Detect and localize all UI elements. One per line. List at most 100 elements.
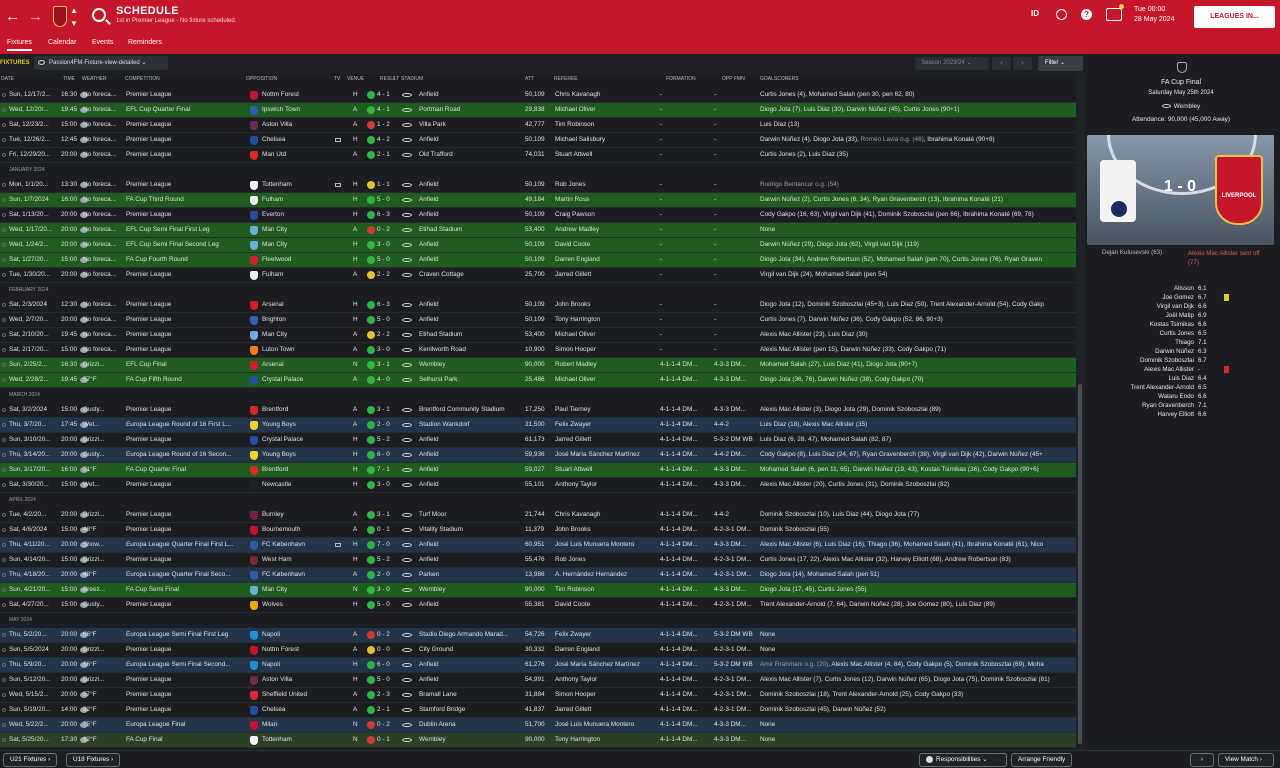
view-selector[interactable]: Passion4FM-Fixture-view-detailed ⌄: [34, 56, 168, 70]
club-crest-icon[interactable]: [53, 6, 67, 27]
fixture-row[interactable]: Tue, 4/2/20... 20:00 Drizzl... Premier Leag…: [0, 508, 1076, 523]
row-select-icon[interactable]: [2, 588, 6, 592]
fixture-row[interactable]: Sat, 4/27/20... 15:00 Gusty... Premier Leag…: [0, 598, 1076, 613]
rating-player-name[interactable]: Joe Gomez: [1162, 294, 1194, 301]
help-icon[interactable]: ?: [1081, 9, 1092, 20]
col-referee[interactable]: REFEREE: [554, 76, 578, 82]
row-select-icon[interactable]: [2, 363, 6, 367]
row-select-icon[interactable]: [2, 603, 6, 607]
prev-season-icon[interactable]: ‹: [992, 57, 1011, 70]
club-switch-icon[interactable]: ▲ ▼: [70, 6, 78, 28]
row-select-icon[interactable]: [2, 228, 6, 232]
row-select-icon[interactable]: [2, 153, 6, 157]
row-select-icon[interactable]: [2, 573, 6, 577]
fixture-row[interactable]: Sat, 3/2/2024 15:00 Gusty... Premier League…: [0, 403, 1076, 418]
rating-player-name[interactable]: Luis Diaz: [1168, 375, 1194, 382]
row-select-icon[interactable]: [2, 108, 6, 112]
col-stadium[interactable]: STADIUM: [401, 76, 424, 82]
rating-player-name[interactable]: Harvey Elliott: [1157, 411, 1194, 418]
rating-player-name[interactable]: Thiago: [1175, 339, 1194, 346]
fixture-row[interactable]: Thu, 4/18/20... 20:00 48°F Europa League Qu…: [0, 568, 1076, 583]
next-match-button[interactable]: ›: [1190, 753, 1214, 767]
row-select-icon[interactable]: [2, 378, 6, 382]
row-select-icon[interactable]: [2, 348, 6, 352]
u21-fixtures-button[interactable]: U21 Fixtures ›: [3, 753, 58, 767]
row-select-icon[interactable]: [2, 303, 6, 307]
row-select-icon[interactable]: [2, 513, 6, 517]
u18-fixtures-button[interactable]: U18 Fixtures ›: [66, 753, 121, 767]
row-select-icon[interactable]: [2, 183, 6, 187]
fixture-row[interactable]: Sun, 4/14/20... 15:00 Drizzl... Premier Lea…: [0, 553, 1076, 568]
rating-player-name[interactable]: Wataru Endo: [1158, 393, 1194, 400]
globe-icon[interactable]: [1056, 9, 1067, 20]
fixture-row[interactable]: Sun, 5/12/20... 20:00 Drizzl... Premier Lea…: [0, 673, 1076, 688]
fixture-row[interactable]: Wed, 2/28/2... 19:45 57°F FA Cup Fifth Roun…: [0, 373, 1076, 388]
row-select-icon[interactable]: [2, 558, 6, 562]
rating-player-name[interactable]: Alexis Mac Allister: [1144, 366, 1194, 373]
rating-player-name[interactable]: Ryan Gravenberch: [1142, 402, 1194, 409]
rating-player-name[interactable]: Dominik Szoboszlai: [1140, 357, 1194, 364]
row-select-icon[interactable]: [2, 93, 6, 97]
col-goalscorers[interactable]: GOALSCORERS: [760, 76, 799, 82]
fixture-row[interactable]: Wed, 2/7/20... 20:00 No foreca... Premier L…: [0, 313, 1076, 328]
view-match-button[interactable]: View Match ›: [1218, 753, 1274, 767]
match-image[interactable]: 1 - 0 LIVERPOOL: [1087, 135, 1274, 245]
col-result[interactable]: RESULT: [380, 76, 400, 82]
fixture-row[interactable]: Wed, 1/17/20... 20:00 No foreca... EFL Cup …: [0, 223, 1076, 238]
filter-button[interactable]: Filter ⌄: [1038, 56, 1083, 71]
rating-player-name[interactable]: Joël Matip: [1165, 312, 1194, 319]
scrollbar-thumb[interactable]: [1078, 384, 1082, 744]
fixture-row[interactable]: Sat, 5/25/20... 17:30 62°F FA Cup Final Tott…: [0, 733, 1076, 748]
col-opp-formation[interactable]: OPP FMN: [722, 76, 745, 82]
row-select-icon[interactable]: [2, 708, 6, 712]
row-select-icon[interactable]: [2, 138, 6, 142]
fixture-row[interactable]: Sat, 2/3/2024 12:30 No foreca... Premier Le…: [0, 298, 1076, 313]
fixture-row[interactable]: Sun, 3/17/20... 16:00 51°F FA Cup Quarter F…: [0, 463, 1076, 478]
search-icon[interactable]: [92, 8, 106, 22]
leagues-button[interactable]: LEAGUES IN...: [1194, 6, 1275, 28]
row-select-icon[interactable]: [2, 423, 6, 427]
rating-player-name[interactable]: Kostas Tsimikas: [1149, 321, 1194, 328]
fixture-row[interactable]: Thu, 3/7/20... 17:45 Wet... Europa League R…: [0, 418, 1076, 433]
col-venue[interactable]: VENUE: [347, 76, 365, 82]
row-select-icon[interactable]: [2, 438, 6, 442]
row-select-icon[interactable]: [2, 663, 6, 667]
rating-player-name[interactable]: Darwin Núñez: [1155, 348, 1194, 355]
back-icon[interactable]: ←: [5, 8, 20, 25]
row-select-icon[interactable]: [2, 468, 6, 472]
fixture-row[interactable]: Sun, 5/19/20... 14:00 82°F Premier League Ch…: [0, 703, 1076, 718]
fixture-row[interactable]: Sun, 2/25/2... 16:30 Drizzl... EFL Cup Fina…: [0, 358, 1076, 373]
row-select-icon[interactable]: [2, 738, 6, 742]
fixture-row[interactable]: Sat, 1/13/20... 20:00 No foreca... Premier …: [0, 208, 1076, 223]
fixture-row[interactable]: Sat, 3/30/20... 15:00 Wet... Premier League…: [0, 478, 1076, 493]
tab-calendar[interactable]: Calendar: [48, 39, 77, 46]
row-select-icon[interactable]: [2, 273, 6, 277]
rating-player-name[interactable]: Trent Alexander-Arnold: [1130, 384, 1194, 391]
responsibilities-button[interactable]: Responsibilities ⌄: [919, 753, 1007, 767]
row-select-icon[interactable]: [2, 258, 6, 262]
tab-events[interactable]: Events: [92, 39, 114, 46]
fixture-row[interactable]: Sun, 1/7/2024 16:00 No foreca... FA Cup Thi…: [0, 193, 1076, 208]
row-select-icon[interactable]: [2, 123, 6, 127]
fixture-row[interactable]: Sat, 12/23/2... 15:00 No foreca... Premier …: [0, 118, 1076, 133]
row-select-icon[interactable]: [2, 333, 6, 337]
row-select-icon[interactable]: [2, 693, 6, 697]
fixture-row[interactable]: Wed, 1/24/2... 20:00 No foreca... EFL Cup S…: [0, 238, 1076, 253]
fixture-row[interactable]: Sat, 2/17/20... 15:00 No foreca... Premier …: [0, 343, 1076, 358]
row-select-icon[interactable]: [2, 633, 6, 637]
rating-player-name[interactable]: Curtis Jones: [1159, 330, 1194, 337]
fixture-row[interactable]: Mon, 1/1/20... 13:30 No foreca... Premier L…: [0, 178, 1076, 193]
row-select-icon[interactable]: [2, 453, 6, 457]
fixture-row[interactable]: Wed, 12/20/... 19:45 No foreca... EFL Cup Q…: [0, 103, 1076, 118]
fixture-row[interactable]: Wed, 5/15/2... 20:00 57°F Premier League She…: [0, 688, 1076, 703]
row-select-icon[interactable]: [2, 198, 6, 202]
fixture-row[interactable]: Thu, 3/14/20... 20:00 Gusty... Europa Leagu…: [0, 448, 1076, 463]
row-select-icon[interactable]: [2, 723, 6, 727]
forward-icon[interactable]: →: [28, 8, 43, 25]
row-select-icon[interactable]: [2, 528, 6, 532]
fixture-row[interactable]: Fri, 12/29/20... 20:00 No foreca... Premier…: [0, 148, 1076, 163]
col-tv[interactable]: TV: [334, 76, 341, 82]
next-season-icon[interactable]: ›: [1013, 57, 1032, 70]
fixture-row[interactable]: Sun, 12/17/2... 16:30 No foreca... Premier …: [0, 88, 1076, 103]
col-opposition[interactable]: OPPOSITION: [246, 76, 278, 82]
